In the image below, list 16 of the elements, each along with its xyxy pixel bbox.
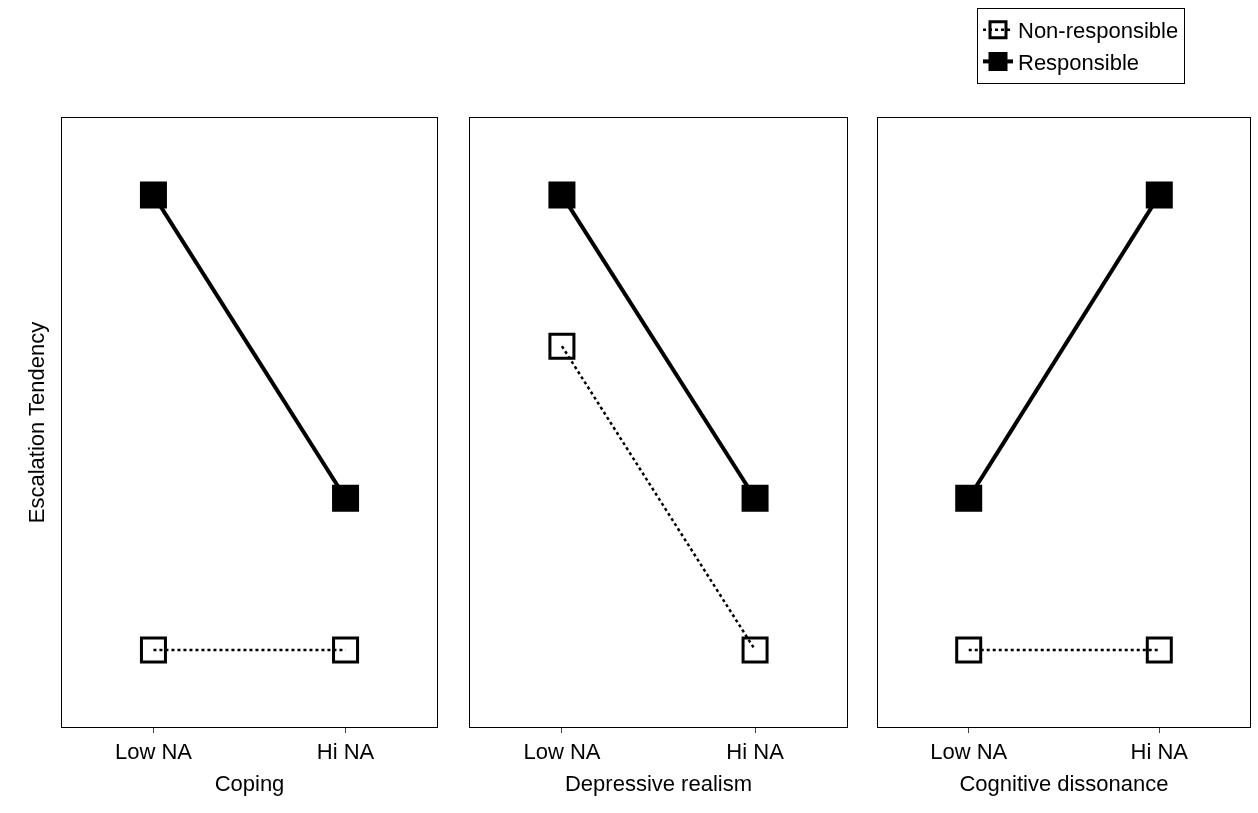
x-tick-label: Low NA — [523, 739, 601, 765]
point — [548, 181, 576, 209]
x-tick-label: Hi NA — [316, 739, 375, 765]
point — [548, 332, 576, 360]
point — [741, 636, 769, 664]
point — [741, 484, 769, 512]
x-axis-title: Coping — [214, 771, 285, 797]
x-axis-title: Depressive realism — [564, 771, 753, 797]
legend-label: Responsible — [1018, 49, 1140, 75]
legend-label: Non-responsible — [1018, 18, 1179, 44]
x-tick-label: Low NA — [930, 739, 1008, 765]
x-tick-label: Hi NA — [726, 739, 785, 765]
x-tick-label: Low NA — [114, 739, 193, 765]
x-axis-title: Cognitive dissonance — [959, 771, 1169, 797]
y-axis-title: Escalation Tendency — [23, 321, 49, 524]
x-tick-label: Hi NA — [1130, 739, 1189, 765]
